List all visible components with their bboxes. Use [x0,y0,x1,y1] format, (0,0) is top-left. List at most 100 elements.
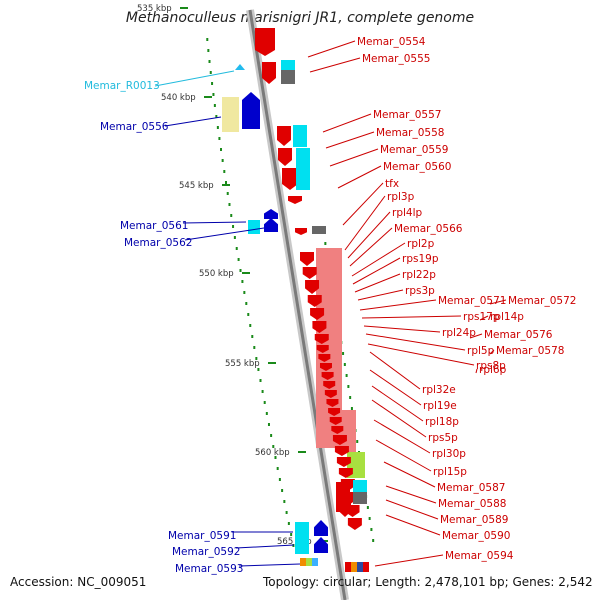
gene-label: Memar_0560 [383,161,451,173]
gene-label: rpl22p [402,269,436,281]
gene-label: Memar_0562 [124,237,192,249]
gene-label: Memar_0576 [484,329,553,341]
cyan-feature [248,220,260,234]
label-connector [309,57,361,73]
tick-dot [228,203,231,206]
kbp-tick [222,184,230,186]
cyan-feature [296,148,310,190]
kbp-label: 535 kbp [137,4,172,14]
kbp-label: 540 kbp [161,93,196,103]
tick-dot [253,346,256,349]
gene-label: Memar_0556 [100,121,169,133]
tick-dot [237,258,240,261]
label-connector [369,369,422,406]
gene-label: Memar_0561 [120,220,188,232]
gene-memar-0561 [264,209,278,219]
label-connector [154,70,235,87]
tick-dot [324,242,327,245]
gene-label: rpl32e [422,384,456,396]
topology-text: Topology: circular; Length: 2,478,101 bp… [263,575,593,589]
label-connector [235,544,295,549]
tick-dot [283,500,286,503]
tick-dot [218,137,221,140]
tick-dot [211,82,214,85]
label-connector [361,315,462,319]
gene-label: Memar_0589 [440,514,508,526]
gene-label: Memar_0558 [376,127,444,139]
tick-dot [290,533,293,536]
gene-label: rpl5p [467,345,495,357]
gene-ribosomal [331,426,344,434]
gene-memar-0594 [363,562,369,572]
gene-ribosomal [318,354,331,362]
gene-label: rpl15p [433,466,467,478]
gene-memar-0591 [314,520,328,536]
tick-dot [245,302,248,305]
kbp-tick [204,96,212,98]
gene-label: rpl6p [479,364,507,376]
tick-dot [241,280,244,283]
rna-memar-r0013 [235,64,245,70]
label-connector [238,563,301,567]
gray-feature [312,226,326,234]
gene-memar-0555 [262,62,276,84]
blue-feature [312,558,318,566]
gene-ribosomal [324,390,337,398]
tick-dot [216,126,219,129]
navy-feature [357,562,363,572]
label-connector [363,325,441,333]
gene-label: Memar_0555 [362,53,430,65]
gene-ribosomal [312,321,327,333]
gene-ribosomal [314,334,329,344]
label-connector [385,499,439,520]
gene-label: Memar_0559 [380,144,448,156]
tick-dot [370,528,373,531]
label-connector [351,242,406,277]
label-connector [371,385,424,422]
tick-dot [232,225,235,228]
label-connector [385,514,441,536]
tick-dot [349,396,352,399]
gray-feature [353,492,367,504]
kbp-tick [268,362,276,364]
tick-dot [259,379,262,382]
label-connector [475,368,478,374]
tick-dot [220,148,223,151]
gene-ribosomal [300,252,314,266]
gene-label: Memar_0591 [168,530,236,542]
label-connector [367,343,475,366]
gene-memar-0559 [282,168,298,190]
tick-dot [213,104,216,107]
gene-label: Memar_R0013 [84,80,160,92]
gene-ribosomal [319,363,332,371]
label-connector [489,299,507,305]
gene-label: Memar_0592 [172,546,240,558]
label-connector [469,333,483,339]
cyan-feature [293,125,307,147]
gene-label: rpl2p [407,238,435,250]
tick-dot [208,60,211,63]
label-connector [374,554,444,567]
label-connector [369,351,421,390]
gene-memar-0590 [339,503,351,517]
gene-memar-0560 [288,196,302,204]
gene-memar-0556 [242,92,260,129]
tick-dot [281,489,284,492]
label-connector [352,257,401,285]
gene-label: rps8p [476,360,506,372]
tick-dot [368,517,371,520]
gene-memar-0557 [277,126,291,146]
label-connector [479,315,489,321]
tick-dot [356,440,359,443]
kbp-tick [298,451,306,453]
gene-label: rps17p [463,311,500,323]
orange-feature [351,562,357,572]
gene-label: rps3p [405,285,435,297]
tick-dot [215,115,218,118]
tick-dot [261,390,264,393]
kbp-tick [242,272,250,274]
gene-label: rpl4lp [392,207,422,219]
map-title: Methanoculleus marisnigri JR1, complete … [125,10,475,26]
kbp-label: 555 kbp [225,359,260,369]
cyan-feature [353,480,367,492]
